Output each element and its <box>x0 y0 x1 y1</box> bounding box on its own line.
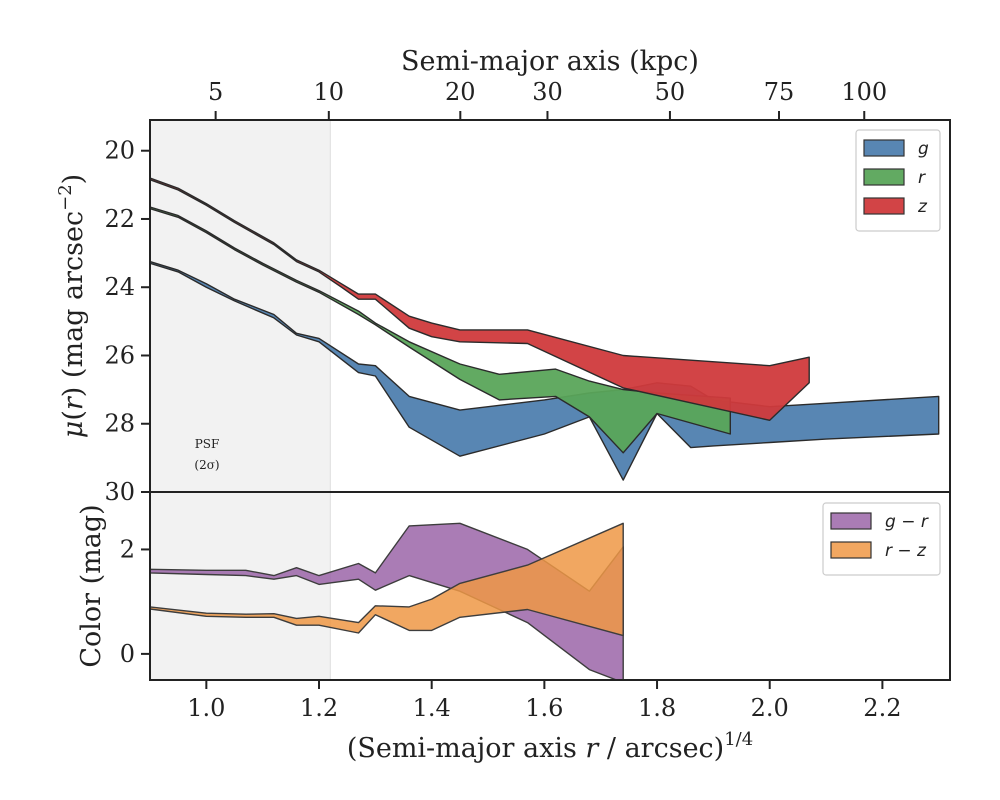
x-tick-label: 2.2 <box>863 694 901 722</box>
top-x-tick-label: 100 <box>841 78 887 106</box>
x-tick-label: 1.8 <box>638 694 676 722</box>
legend-label: z <box>917 197 928 217</box>
top-x-tick-label: 20 <box>445 78 476 106</box>
color-series <box>150 522 624 680</box>
legend-swatch <box>863 168 905 186</box>
x-tick-label: 1.2 <box>300 694 338 722</box>
y-tick-label: 20 <box>104 137 135 165</box>
psf-label-line2: (2σ) <box>194 458 219 472</box>
legend-swatch <box>863 197 905 215</box>
legend-label: g <box>918 139 929 159</box>
x-tick-label: 2.0 <box>751 694 789 722</box>
legend-swatch <box>863 139 905 157</box>
x-axis-title-part2: / arcsec) <box>598 733 724 764</box>
legend-swatch <box>830 541 872 559</box>
legend-label: g − r <box>885 512 929 532</box>
bottom-x-axis: 1.0 1.2 1.4 1.6 1.8 2.0 2.2 <box>187 680 901 722</box>
y-tick-label: 0 <box>120 640 135 668</box>
top-x-tick-label: 30 <box>532 78 563 106</box>
x-tick-label: 1.6 <box>525 694 563 722</box>
legend-swatch <box>830 512 872 530</box>
x-axis-title-italic: r <box>585 733 600 764</box>
top-x-tick-label: 10 <box>314 78 345 106</box>
bottom-y-axis-title: Color (mag) <box>76 504 107 667</box>
top-x-tick-label: 75 <box>764 78 795 106</box>
legend-label: r − z <box>885 541 927 561</box>
top-x-tick-label: 5 <box>208 78 223 106</box>
top-y-axis: 20 22 24 26 28 30 <box>104 137 150 506</box>
series-band-gr <box>150 522 624 680</box>
y-tick-label: 26 <box>104 341 135 369</box>
series-band-g <box>150 260 940 481</box>
psf-shaded-region-bottom <box>150 492 331 680</box>
top-x-axis: 5 10 20 30 50 75 100 <box>208 78 887 120</box>
x-tick-label: 1.0 <box>187 694 225 722</box>
series-band-z <box>150 177 810 421</box>
x-tick-label: 1.4 <box>413 694 451 722</box>
bottom-panel-frame <box>149 491 951 681</box>
bottom-y-axis: 02 <box>120 535 150 668</box>
legend-surface-brightness: grz <box>855 129 941 232</box>
series-band-r <box>150 206 731 454</box>
y-tick-label: 22 <box>104 205 135 233</box>
psf-shaded-region-top <box>150 120 331 492</box>
x-axis-title-part1: (Semi-major axis <box>347 733 586 764</box>
y-tick-label: 28 <box>104 410 135 438</box>
y-tick-label: 2 <box>120 535 135 563</box>
x-axis-title-exponent: 1/4 <box>724 729 753 750</box>
y-tick-label: 30 <box>104 478 135 506</box>
series-band-rz <box>150 522 624 637</box>
legend-label: r <box>918 168 926 188</box>
top-x-axis-title: Semi-major axis (kpc) <box>401 46 699 77</box>
psf-label-line1: PSF <box>195 437 220 451</box>
top-x-tick-label: 50 <box>655 78 686 106</box>
top-y-axis-title: μ(r) (mag arcsec−2) <box>55 174 89 438</box>
x-axis-title: (Semi-major axis r / arcsec)1/4 <box>347 729 753 764</box>
legend-color: g − r r − z <box>822 502 941 576</box>
surface-brightness-series <box>150 177 940 481</box>
y-tick-label: 24 <box>104 273 135 301</box>
